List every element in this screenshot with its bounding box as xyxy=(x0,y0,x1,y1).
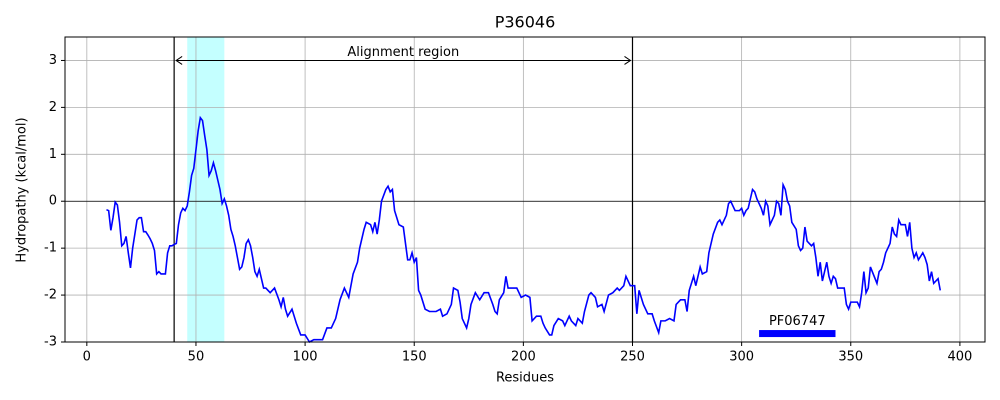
domain-label: PF06747 xyxy=(769,314,826,329)
hydropathy-line xyxy=(106,115,942,344)
x-tick-label: 350 xyxy=(838,350,863,365)
plot-frame xyxy=(64,36,986,343)
x-tick-label: 250 xyxy=(620,350,645,365)
chart-title: P36046 xyxy=(495,13,556,32)
y-tick-label: -2 xyxy=(44,288,57,303)
y-tick-label: 3 xyxy=(49,53,57,68)
x-tick-label: 100 xyxy=(293,350,318,365)
x-tick-label: 50 xyxy=(188,350,205,365)
x-axis-label: Residues xyxy=(496,371,554,386)
domain-bar xyxy=(759,330,836,338)
highlight-span xyxy=(187,37,225,342)
y-tick-label: 2 xyxy=(49,100,57,115)
x-tick-label: 0 xyxy=(83,350,91,365)
y-tick-label: 1 xyxy=(49,147,57,162)
x-tick-label: 150 xyxy=(402,350,427,365)
y-tick-label: 0 xyxy=(49,194,57,209)
y-axis-label: Hydropathy (kcal/mol) xyxy=(15,117,30,262)
y-tick-label: -3 xyxy=(44,335,57,350)
annotation-label: Alignment region xyxy=(347,45,459,60)
arrow-head xyxy=(624,56,632,65)
x-tick-label: 200 xyxy=(511,350,536,365)
arrow-head xyxy=(175,56,183,65)
x-tick-label: 400 xyxy=(947,350,972,365)
y-tick-label: -1 xyxy=(44,241,57,256)
x-tick-label: 300 xyxy=(729,350,754,365)
